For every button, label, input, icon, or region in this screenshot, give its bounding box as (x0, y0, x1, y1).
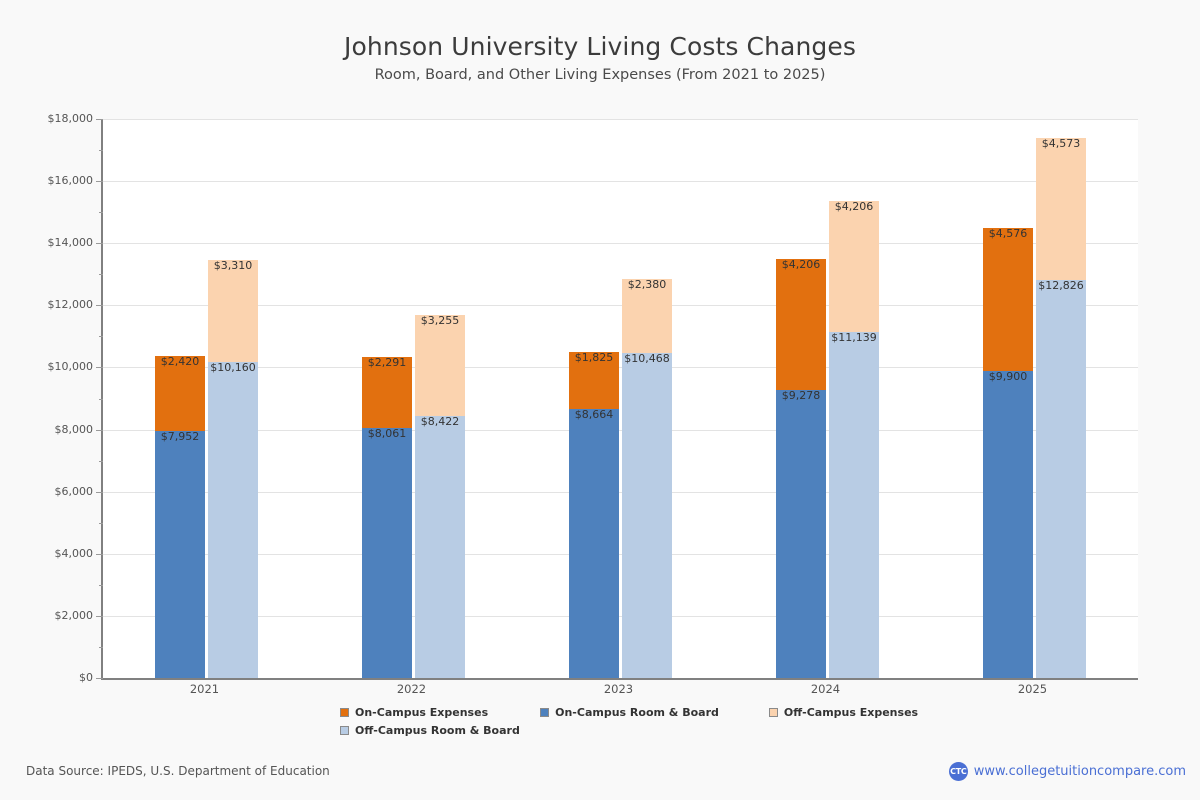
x-axis-label-2022: 2022 (396, 682, 427, 696)
legend-swatch-icon (340, 707, 349, 717)
y-axis-tick-major (96, 367, 103, 369)
legend-swatch-icon (768, 707, 778, 717)
bar-segment-room-board[interactable] (622, 352, 672, 678)
y-axis-tick-label: $8,000 (54, 422, 94, 436)
x-axis-label-2024: 2024 (810, 682, 841, 696)
gridline (103, 181, 1138, 183)
ctc-logo-icon: CTC (948, 762, 968, 781)
data-source-note: Data Source: IPEDS, U.S. Department of E… (26, 764, 330, 778)
y-axis-tick-major (96, 491, 103, 493)
y-axis-tick-minor (99, 460, 103, 462)
bar-segment-expenses[interactable] (776, 259, 826, 390)
legend-item-on-campus-room-board[interactable]: On-Campus Room & Board (540, 703, 719, 721)
y-axis-tick-major (96, 615, 103, 617)
legend-item-off-campus-expenses[interactable]: Off-Campus Expenses (768, 703, 919, 721)
y-axis-tick-minor (99, 274, 103, 276)
bar-group-2024: $9,278 $4,206 $11,139 $4,206 (776, 119, 879, 678)
bar-segment-room-board[interactable] (983, 370, 1033, 678)
gridline (103, 119, 1138, 120)
y-axis-tick-label: $0 (79, 671, 93, 684)
bar-segment-room-board[interactable] (1036, 279, 1086, 678)
bar-segment-expenses[interactable] (208, 259, 258, 363)
y-axis-tick-major (96, 678, 103, 679)
y-axis-tick-minor (99, 398, 103, 400)
legend-label: Off-Campus Expenses (783, 705, 919, 719)
x-axis-label-2021: 2021 (189, 682, 220, 696)
legend-swatch-icon (540, 707, 550, 717)
gridline (103, 553, 1138, 555)
bars-layer: $7,952 $2,420 $10,160 $3,310 $8,061 $2,291 $8,… (101, 119, 1136, 678)
legend-label: On-Campus Expenses (355, 705, 489, 719)
y-axis-tick-major (96, 119, 103, 120)
y-axis-tick-label: $14,000 (47, 236, 94, 250)
bar-segment-room-board[interactable] (776, 389, 826, 678)
y-axis-tick-label: $18,000 (47, 112, 94, 125)
gridline (103, 243, 1138, 245)
y-axis-tick-major (96, 305, 103, 307)
legend-label: Off-Campus Room & Board (355, 723, 520, 737)
bar-segment-room-board[interactable] (155, 431, 205, 678)
y-axis-tick-major (96, 553, 103, 555)
legend-swatch-icon (340, 725, 349, 735)
gridline (103, 305, 1138, 307)
brand-footer[interactable]: CTC www.collegetuitioncompare.com (948, 762, 1186, 781)
y-axis-tick-minor (99, 522, 103, 524)
bar-segment-expenses[interactable] (622, 279, 672, 353)
y-axis-tick-minor (99, 150, 103, 152)
gridline (103, 615, 1138, 617)
legend-item-on-campus-expenses[interactable]: On-Campus Expenses (340, 703, 488, 721)
bar-group-2021: $7,952 $2,420 $10,160 $3,310 (155, 119, 258, 678)
y-axis-tick-label: $4,000 (54, 546, 94, 560)
plot-area (96, 119, 1138, 680)
bar-segment-room-board[interactable] (569, 408, 619, 678)
legend-label: On-Campus Room & Board (555, 705, 719, 719)
chart-legend: On-Campus Expenses On-Campus Room & Board… (340, 703, 918, 739)
y-axis-tick-label: $16,000 (47, 174, 94, 188)
bar-segment-expenses[interactable] (415, 315, 465, 417)
bar-segment-room-board[interactable] (415, 416, 465, 678)
bar-group-2025: $9,900 $4,576 $12,826 $4,573 (983, 119, 1086, 678)
y-axis-tick-label: $12,000 (47, 298, 94, 312)
bar-segment-room-board[interactable] (829, 332, 879, 678)
bar-group-2023: $8,664 $1,825 $10,468 $2,380 (569, 119, 672, 678)
legend-item-off-campus-room-board[interactable]: Off-Campus Room & Board (340, 721, 520, 739)
title-block: Johnson University Living Costs Changes … (0, 32, 1200, 86)
y-axis-tick-minor (99, 584, 103, 586)
y-axis-tick-minor (99, 336, 103, 338)
y-axis-tick-minor (99, 646, 103, 648)
bar-segment-expenses[interactable] (155, 355, 205, 432)
gridline (103, 367, 1138, 369)
bar-segment-expenses[interactable] (569, 352, 619, 409)
bar-group-2022: $8,061 $2,291 $8,422 $3,255 (362, 119, 465, 678)
y-axis-tick-label: $2,000 (54, 608, 94, 622)
chart-subtitle: Room, Board, and Other Living Expenses (… (374, 67, 826, 83)
x-axis-label-2025: 2025 (1017, 682, 1048, 696)
gridline (103, 491, 1138, 493)
bar-segment-room-board[interactable] (208, 362, 258, 678)
bar-segment-expenses[interactable] (1036, 137, 1086, 280)
y-axis-tick-minor (99, 212, 103, 214)
y-axis-tick-major (96, 429, 103, 431)
y-axis-tick-major (96, 181, 103, 183)
brand-url-link[interactable]: www.collegetuitioncompare.com (973, 764, 1186, 779)
chart-title: Johnson University Living Costs Changes (344, 32, 856, 61)
bar-segment-room-board[interactable] (362, 427, 412, 678)
y-axis-tick-label: $10,000 (47, 360, 94, 374)
legend-row: Off-Campus Room & Board (340, 721, 880, 739)
x-axis-label-2023: 2023 (603, 682, 634, 696)
bar-segment-expenses[interactable] (362, 356, 412, 428)
bar-segment-expenses[interactable] (829, 201, 879, 333)
x-axis: 2021 2022 2023 2024 2025 (101, 682, 1136, 702)
bar-segment-expenses[interactable] (983, 228, 1033, 371)
y-axis-tick-label: $6,000 (54, 484, 94, 498)
y-axis-tick-major (96, 243, 103, 245)
legend-row: On-Campus Expenses On-Campus Room & Board… (340, 703, 918, 721)
gridline (103, 429, 1138, 431)
